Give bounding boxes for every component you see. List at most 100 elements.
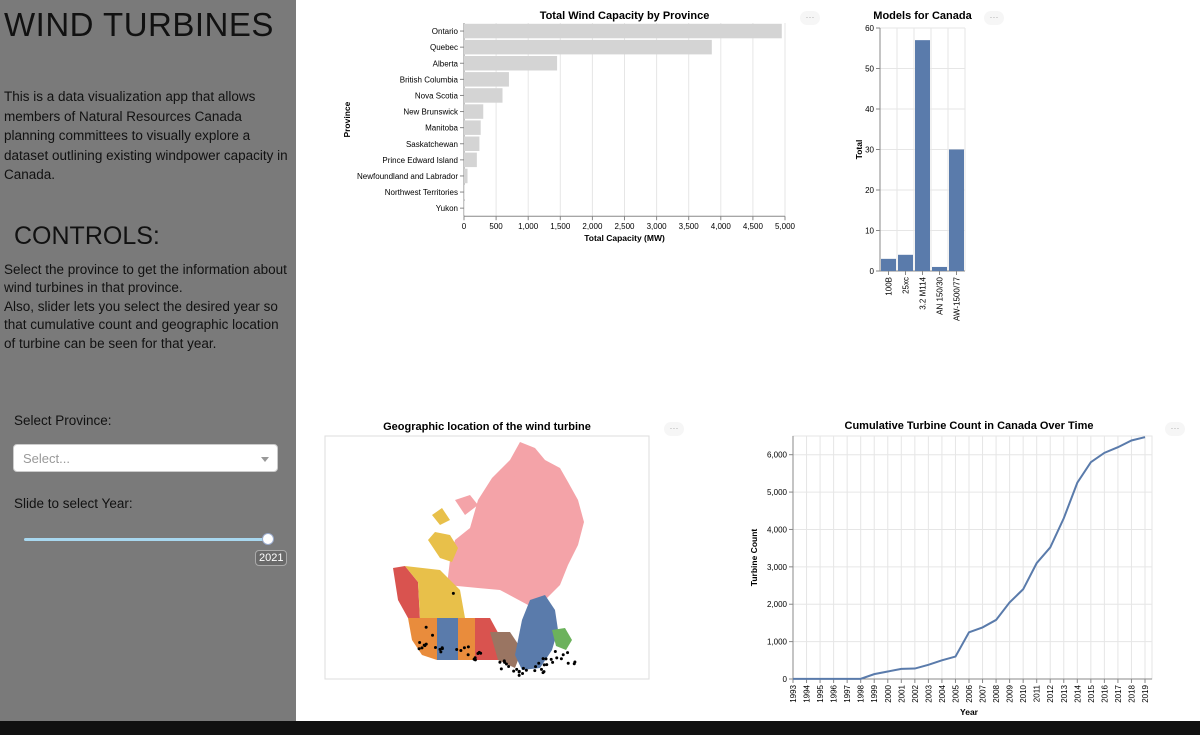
x-tick-label: 3,500 bbox=[679, 222, 700, 231]
bar-quebec[interactable] bbox=[464, 39, 712, 55]
bar-yukon[interactable] bbox=[464, 200, 465, 216]
y-tick-label: 1,000 bbox=[767, 638, 788, 647]
bar-nova-scotia[interactable] bbox=[464, 88, 503, 103]
turbine-dot bbox=[544, 657, 548, 661]
y-tick-label: 20 bbox=[865, 186, 874, 195]
bottom-bar bbox=[0, 721, 1200, 735]
y-axis-label: Turbine Count bbox=[749, 529, 759, 587]
y-tick-label: 2,000 bbox=[767, 600, 788, 609]
turbine-dot bbox=[431, 633, 435, 637]
x-tick-label: 2005 bbox=[951, 684, 960, 702]
province-select[interactable]: Select... bbox=[13, 444, 278, 472]
y-axis-label: Total bbox=[854, 140, 864, 160]
y-tick-label: 5,000 bbox=[767, 488, 788, 497]
turbine-dot bbox=[451, 591, 455, 595]
turbine-dot bbox=[537, 661, 541, 665]
map-turbine-dots bbox=[417, 591, 577, 677]
bar-northwest-territories[interactable] bbox=[464, 184, 465, 200]
series-line[interactable] bbox=[793, 436, 1146, 680]
bar-newfoundland-and-labrador[interactable] bbox=[464, 168, 468, 184]
turbine-dot bbox=[555, 656, 559, 660]
turbine-dot bbox=[424, 625, 428, 629]
chart-capacity-by-province: Total Wind Capacity by Province 0 500 1,000… bbox=[342, 10, 796, 243]
turbine-dot bbox=[524, 668, 528, 672]
bar-aw-1500-77[interactable] bbox=[949, 149, 964, 272]
y-tick-label: 6,000 bbox=[767, 451, 788, 460]
x-tick-label: 2012 bbox=[1046, 684, 1055, 702]
x-tick-label: 2007 bbox=[979, 684, 988, 702]
y-tick-label: 10 bbox=[865, 227, 874, 236]
x-tick-label: 2017 bbox=[1114, 684, 1123, 702]
turbine-dot bbox=[559, 657, 563, 661]
year-slider-handle[interactable] bbox=[262, 533, 274, 545]
map-region-yukon bbox=[428, 508, 458, 562]
turbine-dot bbox=[476, 652, 480, 656]
turbine-dot bbox=[502, 659, 506, 663]
turbine-dot bbox=[424, 642, 428, 646]
controls-title: CONTROLS: bbox=[14, 222, 160, 250]
bar-3-2-m114[interactable] bbox=[915, 40, 930, 272]
chart-menu-button[interactable]: ··· bbox=[984, 11, 1004, 25]
chart-title: Cumulative Turbine Count in Canada Over … bbox=[845, 420, 1094, 432]
x-tick-label: 2,500 bbox=[614, 222, 635, 231]
x-tick-label: 1998 bbox=[857, 684, 866, 702]
y-tick-label: Yukon bbox=[436, 204, 458, 213]
turbine-dot bbox=[566, 651, 570, 655]
bar-alberta[interactable] bbox=[464, 56, 558, 71]
x-tick-label: 2015 bbox=[1087, 684, 1096, 702]
bar-british-columbia[interactable] bbox=[464, 72, 509, 87]
bar-prince-edward-island[interactable] bbox=[464, 152, 477, 168]
turbine-dot bbox=[466, 653, 470, 657]
turbine-dot bbox=[549, 657, 553, 661]
turbine-dot bbox=[420, 646, 424, 650]
chart-turbine-map: Geographic location of the wind turbine bbox=[324, 421, 650, 680]
y-tick-label: New Brunswick bbox=[403, 108, 459, 117]
bar-100b[interactable] bbox=[881, 258, 896, 271]
map-region-quebec-south bbox=[490, 632, 522, 668]
chart-title: Models for Canada bbox=[873, 10, 972, 22]
x-tick-label: 0 bbox=[462, 222, 467, 231]
chart-menu-button[interactable]: ··· bbox=[664, 422, 684, 436]
turbine-dot bbox=[507, 665, 511, 669]
y-tick-label: 4,000 bbox=[767, 525, 788, 534]
turbine-dot bbox=[517, 669, 521, 673]
bar-an-150-30[interactable] bbox=[932, 266, 947, 271]
x-tick-label: 2001 bbox=[897, 684, 906, 702]
chevron-down-icon[interactable] bbox=[261, 457, 269, 462]
bar-new-brunswick[interactable] bbox=[464, 104, 484, 119]
y-tick-label: 60 bbox=[865, 24, 874, 33]
x-tick-label: 1995 bbox=[816, 684, 825, 702]
x-tick-label: 2003 bbox=[924, 684, 933, 702]
turbine-dot bbox=[551, 660, 555, 664]
chart-menu-button[interactable]: ··· bbox=[800, 11, 820, 25]
turbine-dot bbox=[459, 649, 463, 653]
x-tick-label: 2000 bbox=[884, 684, 893, 702]
x-tick-label: 2018 bbox=[1127, 684, 1136, 702]
turbine-dot bbox=[466, 645, 470, 649]
x-tick-label: 2014 bbox=[1073, 684, 1082, 702]
y-tick-label: Prince Edward Island bbox=[382, 156, 458, 165]
map-region-manitoba bbox=[437, 618, 458, 660]
turbine-dot bbox=[541, 657, 545, 661]
map-region-alberta-nwt bbox=[405, 566, 465, 618]
bar-manitoba[interactable] bbox=[464, 120, 481, 135]
turbine-dot bbox=[438, 647, 442, 651]
year-slider-track[interactable] bbox=[24, 538, 270, 541]
y-tick-label: Quebec bbox=[430, 43, 458, 52]
sidebar: WIND TURBINES This is a data visualizati… bbox=[0, 0, 296, 721]
x-tick-label: 3.2 M114 bbox=[919, 276, 928, 309]
x-tick-label: 2019 bbox=[1141, 684, 1150, 702]
x-tick-label: 2013 bbox=[1060, 684, 1069, 702]
bar-25xc[interactable] bbox=[898, 254, 913, 271]
x-tick-label: 4,500 bbox=[743, 222, 764, 231]
x-axis-label: Year bbox=[960, 707, 979, 717]
chart-menu-button[interactable]: ··· bbox=[1165, 422, 1185, 436]
turbine-dot bbox=[553, 650, 557, 654]
x-tick-label: 1997 bbox=[843, 684, 852, 702]
bar-saskatchewan[interactable] bbox=[464, 136, 480, 152]
turbine-dot bbox=[533, 669, 537, 673]
bar-ontario[interactable] bbox=[464, 23, 782, 39]
turbine-dot bbox=[545, 663, 549, 667]
turbine-dot bbox=[512, 669, 516, 673]
map-region-alberta bbox=[420, 618, 437, 650]
